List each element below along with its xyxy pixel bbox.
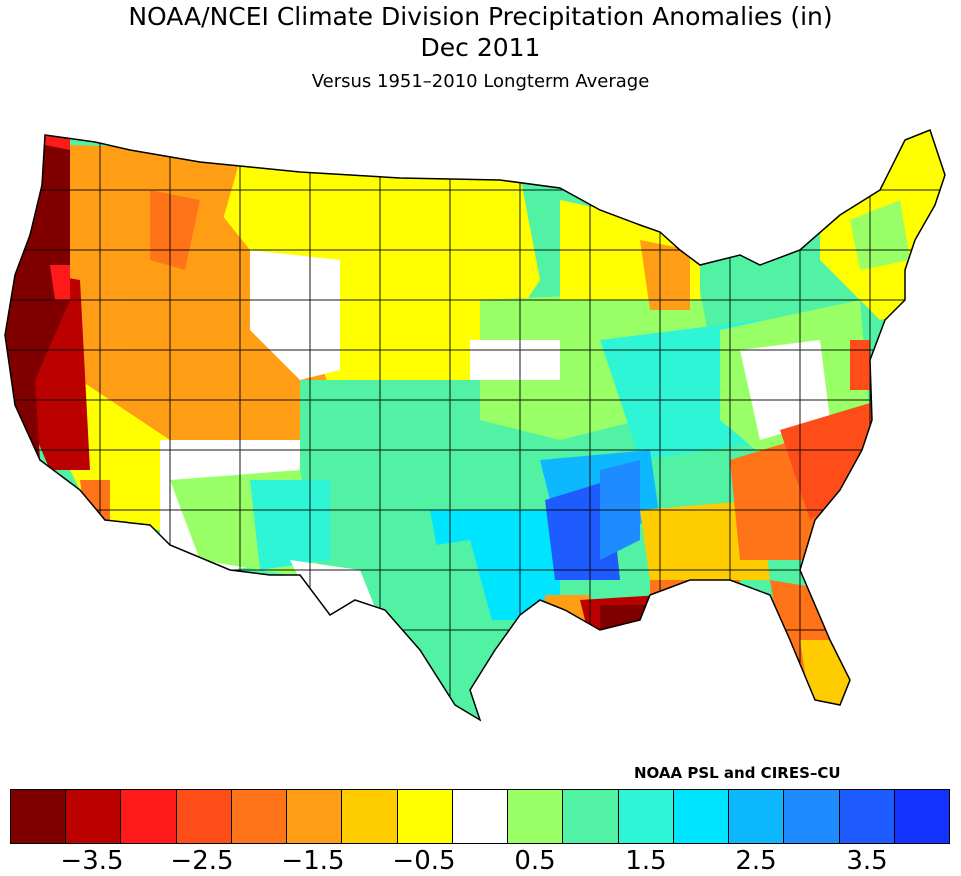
colorbar-tick-label: 0.5 <box>514 846 556 876</box>
new-mexico <box>250 480 330 570</box>
map-baseline: Versus 1951–2010 Longterm Average <box>311 71 650 92</box>
appalachia-blank <box>740 340 830 440</box>
east-coast-red <box>850 340 870 390</box>
colorbar-swatch <box>11 790 67 843</box>
colorbar-swatch <box>452 790 509 843</box>
map-credit: NOAA PSL and CIRES–CU <box>634 764 841 782</box>
colorbar-swatch <box>397 790 453 843</box>
great-basin-blank <box>250 250 340 380</box>
socal-coast <box>80 480 110 530</box>
colorbar-tick-label: −0.5 <box>392 846 456 876</box>
colorbar-tick-label: 3.5 <box>846 846 888 876</box>
florida-south <box>800 640 850 705</box>
colorbar-tick-label: 2.5 <box>735 846 777 876</box>
map-title: NOAA/NCEI Climate Division Precipitation… <box>128 2 833 31</box>
oregon-red-spot <box>50 265 70 300</box>
colorbar-swatch <box>563 790 619 843</box>
new-england-green <box>850 200 910 270</box>
northern-plains <box>200 155 540 390</box>
colorbar-swatch <box>729 790 785 843</box>
colorbar-tick-label: −3.5 <box>60 846 124 876</box>
colorbar-tick-label: 1.5 <box>625 846 667 876</box>
colorbar-swatch <box>342 790 398 843</box>
colorbar-swatch <box>673 790 730 843</box>
colorbar-swatch <box>231 790 288 843</box>
plains-blank <box>470 340 560 380</box>
colorbar-swatch <box>66 790 122 843</box>
colorbar-swatch <box>176 790 232 843</box>
colorbar-swatch <box>618 790 674 843</box>
central-valley-red <box>40 380 85 470</box>
colorbar-swatch <box>121 790 177 843</box>
colorbar-swatch <box>287 790 343 843</box>
colorbar-swatch <box>784 790 840 843</box>
map-period: Dec 2011 <box>420 33 541 62</box>
colorbar-swatch <box>839 790 895 843</box>
colorbar-tick-label: −1.5 <box>281 846 345 876</box>
michigan <box>640 240 690 310</box>
us-climate-division-map <box>4 129 946 721</box>
colorbar-swatch <box>894 790 949 843</box>
colorbar-swatch <box>508 790 564 843</box>
colorbar <box>10 789 950 844</box>
colorbar-tick-label: −2.5 <box>170 846 234 876</box>
